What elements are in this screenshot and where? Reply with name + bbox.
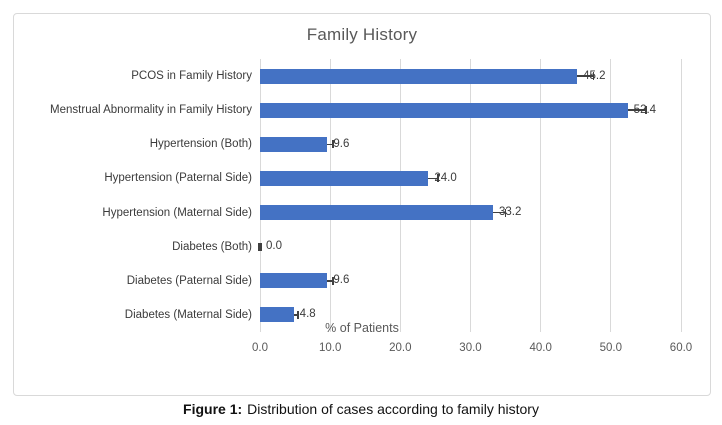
x-axis-tick-label: 60.0: [669, 342, 693, 354]
error-bar-cap-right: [332, 276, 334, 285]
bar: [260, 170, 429, 186]
bar: [260, 273, 328, 289]
error-bar-cap-right: [592, 72, 595, 81]
gridline: [610, 59, 612, 332]
bar: [260, 136, 328, 152]
error-bar-cap-right: [260, 242, 262, 251]
gridline: [470, 59, 471, 332]
bar: [260, 68, 578, 84]
category-label: Hypertension (Maternal Side): [102, 206, 252, 219]
value-label: 9.6: [333, 137, 350, 150]
category-label: PCOS in Family History: [131, 70, 252, 83]
x-axis-tick-label: 10.0: [318, 342, 342, 354]
gridline: [399, 59, 401, 332]
category-label: Diabetes (Maternal Side): [124, 308, 252, 321]
figure-caption: Figure 1: Distribution of cases according…: [0, 401, 722, 417]
error-bar-cap-right: [297, 310, 299, 319]
plot-area: 45.2 52.4 9.6 24.0 33.2 0.0 9.6 4.8 0.0 10.0 20.0 3…: [252, 59, 692, 354]
x-axis-tick-label: 30.0: [459, 342, 482, 354]
error-bar-cap-right: [645, 106, 647, 115]
x-axis-tick-label: 20.0: [389, 342, 412, 354]
error-bar: [289, 314, 298, 316]
bar: [260, 307, 294, 323]
gridline: [329, 59, 331, 332]
category-label: Diabetes (Paternal Side): [126, 274, 252, 287]
bar: [260, 205, 493, 221]
x-axis-tick-label: 50.0: [599, 342, 623, 354]
category-label: Menstrual Abnormality in Family History: [50, 104, 252, 117]
figure-caption-prefix: Figure 1:: [183, 401, 243, 417]
chart-title: Family History: [306, 25, 418, 44]
error-bar-cap-right: [504, 208, 507, 217]
x-axis-tick-label: 0.0: [252, 342, 268, 354]
bar: [260, 102, 628, 118]
gridline: [680, 59, 682, 332]
gridline: [259, 59, 261, 332]
category-label: Diabetes (Both): [172, 240, 252, 253]
gridline: [540, 59, 542, 332]
value-label: 52.4: [633, 103, 657, 116]
x-axis-tick-label: 40.0: [529, 342, 552, 354]
error-bar-cap-left: [258, 242, 260, 251]
value-label: 4.8: [299, 308, 316, 321]
value-label: 33.2: [498, 206, 522, 219]
error-bar-cap-right: [437, 174, 439, 183]
value-label: 0.0: [266, 240, 282, 253]
error-bar-cap-right: [332, 140, 334, 149]
chart-figure: Family History 45.2 52.4 9.6 24.0 33.2 0.0 9.6…: [13, 13, 711, 396]
figure-caption-text: Distribution of cases according to famil…: [247, 401, 539, 417]
error-bar: [258, 245, 262, 248]
value-label: 45.2: [583, 69, 606, 82]
value-label: 9.6: [333, 274, 350, 287]
category-label: Hypertension (Both): [149, 138, 252, 151]
category-label: Hypertension (Paternal Side): [104, 172, 252, 185]
value-label: 24.0: [434, 171, 457, 184]
x-axis-title: % of Patients: [325, 321, 399, 335]
